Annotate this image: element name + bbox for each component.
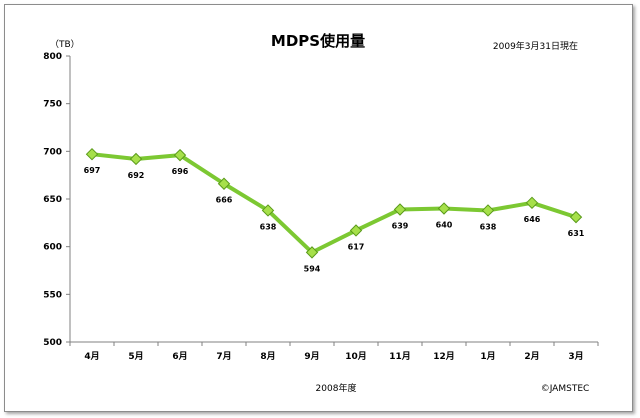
data-label: 617 bbox=[348, 242, 365, 251]
x-tick-label: 10月 bbox=[345, 351, 367, 362]
series-line bbox=[91, 152, 577, 255]
data-label: 638 bbox=[260, 222, 277, 231]
data-label: 638 bbox=[480, 222, 497, 231]
x-tick-label: 3月 bbox=[568, 351, 583, 362]
axes bbox=[66, 55, 599, 346]
data-label: 640 bbox=[436, 221, 453, 230]
x-axis-label: 2008年度 bbox=[316, 382, 357, 394]
data-labels: 697 692 696 666 638 594 617 639 640 638 646 631 bbox=[84, 166, 585, 273]
data-label: 639 bbox=[392, 221, 409, 230]
y-unit-label: （TB） bbox=[50, 39, 80, 50]
x-tick-label: 7月 bbox=[216, 351, 231, 362]
y-tick-label: 700 bbox=[43, 147, 62, 157]
chart-frame bbox=[4, 4, 633, 412]
x-tick-label: 5月 bbox=[128, 351, 143, 362]
x-tick-label: 4月 bbox=[84, 351, 99, 362]
x-tick-label: 9月 bbox=[304, 351, 319, 362]
data-point-marker bbox=[349, 224, 363, 237]
x-tick-label: 8月 bbox=[260, 351, 275, 362]
data-label: 697 bbox=[84, 166, 101, 175]
data-label: 646 bbox=[524, 215, 541, 224]
date-note: 2009年3月31日現在 bbox=[493, 40, 578, 52]
data-point-marker bbox=[437, 202, 451, 215]
data-point-marker bbox=[569, 210, 583, 224]
data-point-marker bbox=[305, 246, 319, 259]
copyright-label: ©JAMSTEC bbox=[541, 384, 590, 394]
x-tick-label: 12月 bbox=[433, 351, 455, 362]
x-tick-label: 6月 bbox=[172, 351, 187, 362]
y-tick-label: 500 bbox=[43, 338, 62, 348]
data-label: 631 bbox=[568, 229, 585, 238]
data-point-marker bbox=[217, 177, 231, 190]
x-tick-label: 1月 bbox=[480, 351, 495, 362]
data-point-marker bbox=[173, 148, 187, 162]
data-label: 666 bbox=[216, 196, 233, 205]
chart-title: MDPS使用量 bbox=[271, 32, 365, 50]
x-tick-label: 11月 bbox=[389, 351, 411, 362]
series-markers bbox=[85, 147, 583, 259]
data-point-marker bbox=[261, 204, 275, 217]
data-label: 696 bbox=[172, 167, 189, 176]
data-point-marker bbox=[129, 152, 143, 166]
y-tick-label: 550 bbox=[43, 290, 62, 300]
data-label: 692 bbox=[128, 171, 145, 180]
x-tick-label: 2月 bbox=[524, 351, 539, 362]
y-tick-label: 800 bbox=[43, 52, 62, 62]
y-tick-label: 600 bbox=[43, 243, 62, 253]
data-point-marker bbox=[85, 147, 99, 161]
data-point-marker bbox=[525, 196, 539, 210]
tick-labels: 800 750 700 650 600 550 500 4月 5月 6月 7月 8月 9月 10月 11月 1… bbox=[43, 52, 583, 362]
y-tick-label: 750 bbox=[43, 100, 62, 110]
data-point-marker bbox=[393, 203, 407, 216]
data-label: 594 bbox=[304, 264, 321, 273]
y-tick-label: 650 bbox=[43, 195, 62, 205]
data-point-marker bbox=[481, 204, 495, 217]
series-polyline bbox=[91, 152, 577, 255]
